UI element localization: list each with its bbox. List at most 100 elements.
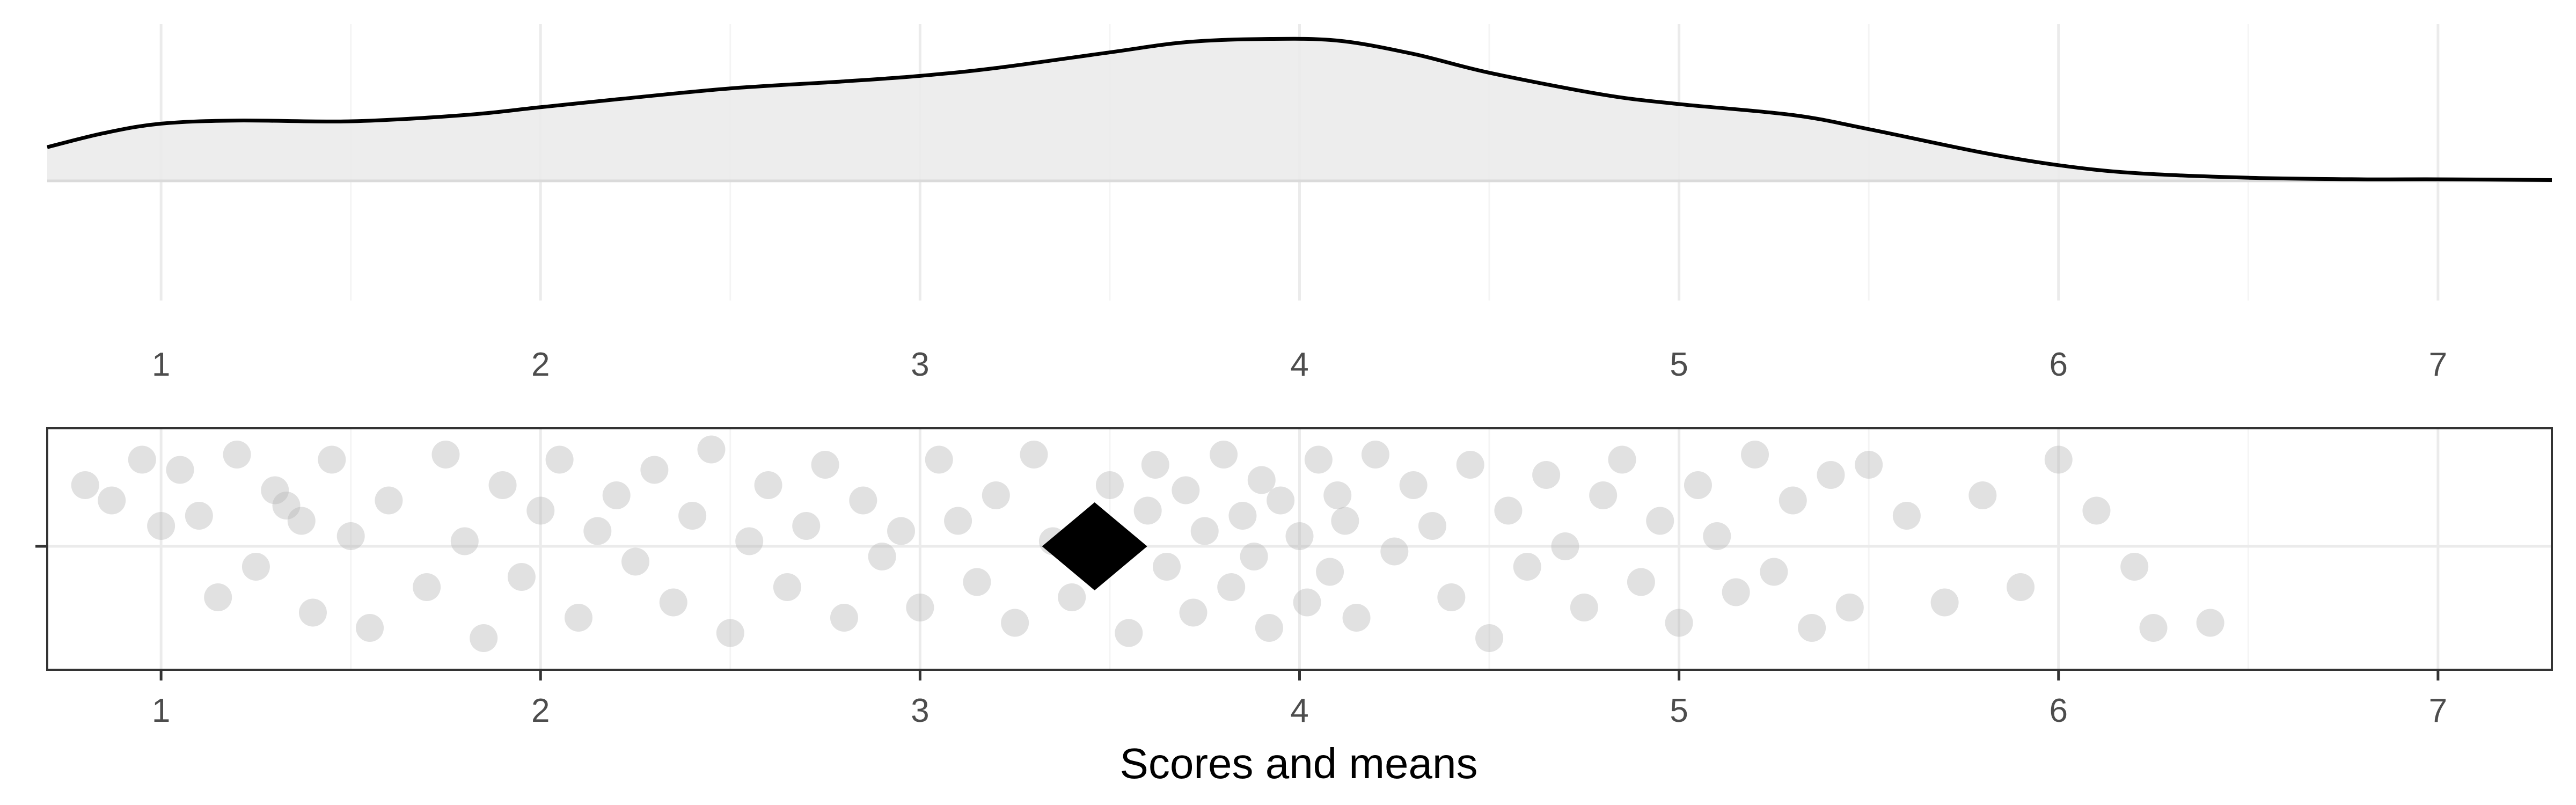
score-point — [1892, 502, 1921, 530]
score-point — [147, 512, 175, 540]
score-point — [868, 543, 896, 570]
score-point — [1798, 614, 1826, 642]
score-point — [1179, 598, 1208, 627]
score-point — [1285, 522, 1314, 550]
score-point — [716, 619, 744, 647]
score-point — [1855, 451, 1883, 479]
scatter-x-tick-label: 7 — [2429, 692, 2447, 729]
score-point — [1304, 445, 1333, 474]
score-point — [925, 445, 953, 474]
score-point — [754, 471, 782, 499]
scatter-x-tick-label: 4 — [1290, 692, 1308, 729]
score-point — [1665, 609, 1693, 637]
scatter-points — [71, 435, 2224, 652]
score-point — [659, 588, 687, 617]
score-point — [640, 456, 669, 484]
score-point — [887, 517, 916, 545]
score-point — [185, 502, 213, 530]
score-point — [1133, 496, 1162, 525]
score-point — [526, 496, 555, 525]
score-point — [1722, 578, 1750, 606]
scatter-x-tick-labels: 1 2 3 4 5 6 7 — [152, 692, 2447, 729]
score-point — [431, 441, 460, 469]
score-point — [261, 476, 289, 504]
score-point — [318, 445, 346, 474]
mean-marker — [1042, 502, 1147, 590]
score-point — [336, 522, 365, 550]
score-point — [1475, 624, 1504, 652]
score-point — [849, 486, 877, 515]
score-point — [1646, 507, 1674, 535]
score-point — [1551, 532, 1579, 560]
score-point — [1255, 614, 1283, 642]
score-point — [1247, 466, 1276, 494]
x-axis-title: Scores and means — [1119, 740, 1477, 787]
score-point — [470, 624, 498, 652]
score-point — [1210, 441, 1238, 469]
score-point — [1835, 594, 1864, 621]
score-point — [1228, 502, 1257, 530]
score-point — [2007, 573, 2035, 601]
density-panel: 1 2 3 4 5 6 7 — [47, 24, 2552, 383]
score-point — [1608, 445, 1636, 474]
density-x-tick-labels: 1 2 3 4 5 6 7 — [152, 346, 2447, 383]
score-point — [944, 507, 972, 535]
score-point — [773, 573, 801, 601]
score-point — [1418, 512, 1446, 540]
score-point — [1316, 558, 1344, 586]
score-point — [1058, 583, 1086, 611]
score-point — [1141, 451, 1169, 479]
score-point — [1760, 558, 1788, 586]
scatter-x-tick-label: 6 — [2050, 692, 2068, 729]
score-point — [1684, 471, 1712, 499]
scatter-x-tick-label: 3 — [911, 692, 929, 729]
score-point — [287, 507, 316, 535]
score-point — [1779, 486, 1807, 515]
score-point — [735, 527, 764, 555]
score-point — [906, 594, 934, 621]
score-point — [1456, 451, 1484, 479]
density-x-tick-label: 7 — [2429, 346, 2447, 383]
score-point — [128, 445, 156, 474]
score-point — [204, 583, 232, 611]
score-point — [1190, 517, 1219, 545]
score-point — [2196, 609, 2224, 637]
score-point — [1589, 481, 1618, 509]
score-point — [1323, 481, 1352, 509]
scatter-x-tick-label: 5 — [1670, 692, 1688, 729]
score-point — [450, 527, 479, 555]
score-point — [1267, 486, 1295, 515]
score-point — [1153, 553, 1181, 581]
score-point — [792, 512, 821, 540]
score-point — [507, 563, 536, 591]
score-point — [223, 441, 251, 469]
scatter-x-tick-label: 2 — [531, 692, 550, 729]
score-point — [1240, 543, 1268, 570]
score-point — [1361, 441, 1389, 469]
score-point — [71, 471, 99, 499]
score-point — [241, 553, 270, 581]
score-point — [98, 486, 126, 515]
score-point — [1001, 609, 1029, 637]
score-point — [2044, 445, 2073, 474]
density-x-tick-label: 4 — [1290, 346, 1308, 383]
score-point — [963, 568, 991, 596]
score-point — [1293, 588, 1321, 617]
score-point — [375, 486, 403, 515]
scatter-grid — [47, 428, 2552, 670]
score-point — [1437, 583, 1466, 611]
density-x-tick-label: 2 — [531, 346, 550, 383]
score-point — [2120, 553, 2149, 581]
score-point — [1627, 568, 1655, 596]
score-point — [1532, 461, 1561, 489]
score-point — [298, 598, 327, 627]
score-point — [272, 492, 301, 519]
score-point — [564, 604, 592, 632]
score-point — [356, 614, 384, 642]
score-point — [678, 502, 707, 530]
score-point — [1331, 507, 1359, 535]
score-point — [1217, 573, 1246, 601]
scatter-panel: 1 2 3 4 5 6 7 — [35, 427, 2553, 729]
density-area — [47, 39, 2552, 181]
